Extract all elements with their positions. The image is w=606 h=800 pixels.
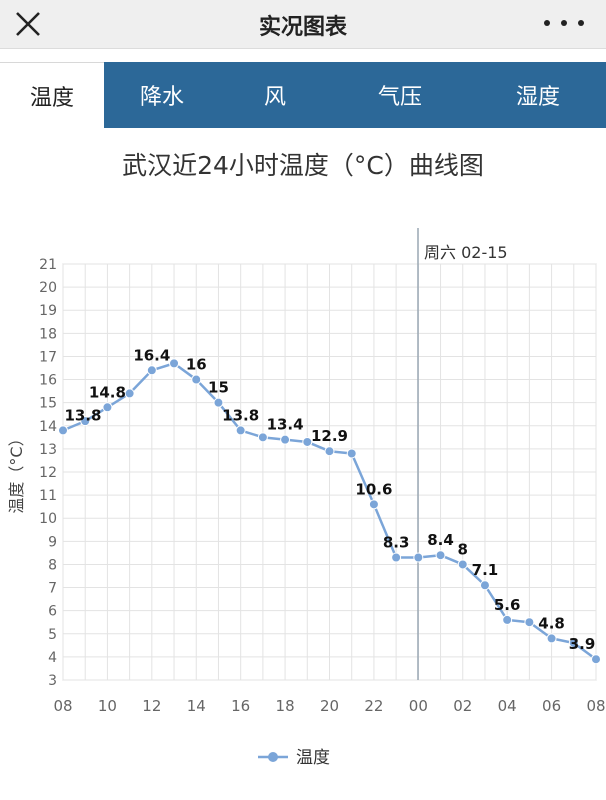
data-label: 8.4 <box>427 531 454 549</box>
x-tick-label: 12 <box>142 697 161 715</box>
x-tick-label: 20 <box>320 697 339 715</box>
y-tick-label: 16 <box>39 373 57 389</box>
tab-bar: 温度 降水 风 气压 湿度 <box>0 62 606 128</box>
x-tick-label: 16 <box>231 697 250 715</box>
data-point <box>524 617 535 628</box>
data-point <box>502 614 513 625</box>
y-tick-label: 6 <box>48 604 57 620</box>
data-label: 10.6 <box>355 480 392 498</box>
tab-humidity[interactable]: 湿度 <box>515 85 560 110</box>
data-point <box>280 434 291 445</box>
close-button[interactable] <box>12 8 44 40</box>
more-dots-icon <box>561 20 567 26</box>
data-label: 7.1 <box>472 561 499 579</box>
data-point <box>391 552 402 563</box>
y-tick-label: 11 <box>39 488 57 504</box>
x-tick-label: 18 <box>276 697 295 715</box>
data-label: 8.3 <box>383 534 410 552</box>
data-label: 3.9 <box>569 635 596 653</box>
data-point <box>568 638 579 649</box>
data-point <box>413 552 424 563</box>
y-tick-label: 19 <box>39 303 57 319</box>
y-tick-label: 14 <box>39 419 57 435</box>
x-tick-label: 02 <box>453 697 472 715</box>
data-point <box>191 374 202 385</box>
data-point <box>58 425 68 436</box>
y-tick-label: 5 <box>48 627 57 643</box>
data-label: 4.8 <box>538 614 565 632</box>
chart-title: 武汉近24小时温度（°C）曲线图 <box>122 151 484 180</box>
legend-label: 温度 <box>296 748 330 768</box>
data-point <box>368 499 379 510</box>
data-label: 16.4 <box>133 346 170 364</box>
tab-precipitation[interactable]: 降水 <box>139 85 184 110</box>
data-point <box>457 559 468 570</box>
top-bar: 实况图表 <box>0 0 606 49</box>
y-axis-title: 温度（°C） <box>7 430 26 513</box>
data-point <box>213 397 224 408</box>
page-title: 实况图表 <box>258 15 347 40</box>
data-point <box>546 633 557 644</box>
x-tick-label: 08 <box>586 697 605 715</box>
y-tick-label: 12 <box>39 465 57 481</box>
y-tick-label: 7 <box>48 581 57 597</box>
data-label: 12.9 <box>311 427 348 445</box>
data-point <box>80 416 91 427</box>
y-tick-label: 15 <box>39 396 57 412</box>
y-tick-label: 4 <box>48 650 57 666</box>
y-tick-label: 13 <box>39 442 57 458</box>
y-tick-label: 9 <box>48 534 57 550</box>
y-tick-label: 10 <box>39 511 57 527</box>
data-point <box>346 448 357 459</box>
y-tick-label: 8 <box>48 557 57 573</box>
more-dots-icon <box>578 20 584 26</box>
x-tick-label: 00 <box>409 697 428 715</box>
y-tick-label: 20 <box>39 280 57 296</box>
more-button[interactable] <box>544 8 584 38</box>
data-point <box>591 654 601 665</box>
data-point <box>169 358 180 369</box>
y-tick-label: 17 <box>39 349 57 365</box>
more-dots-icon <box>544 20 550 26</box>
y-tick-label: 18 <box>39 326 57 342</box>
x-tick-label: 06 <box>542 697 561 715</box>
date-marker-label: 周六 02-15 <box>424 243 508 262</box>
data-point <box>124 388 135 399</box>
data-label: 8 <box>458 540 468 558</box>
data-label: 16 <box>186 356 207 374</box>
x-tick-label: 04 <box>498 697 517 715</box>
data-point <box>302 436 313 447</box>
data-label: 14.8 <box>89 383 126 401</box>
data-point <box>479 580 490 591</box>
data-point <box>146 365 157 376</box>
legend-marker <box>268 752 278 762</box>
tab-wind[interactable]: 风 <box>263 85 286 110</box>
data-point <box>324 446 335 457</box>
x-tick-label: 22 <box>364 697 383 715</box>
data-label: 13.4 <box>267 416 304 434</box>
data-label: 13.8 <box>64 406 101 424</box>
tab-pressure[interactable]: 气压 <box>377 85 422 110</box>
data-label: 5.6 <box>494 596 521 614</box>
tab-temperature[interactable]: 温度 <box>0 62 104 128</box>
data-point <box>435 550 446 561</box>
x-tick-label: 14 <box>187 697 206 715</box>
data-label: 15 <box>208 379 229 397</box>
y-tick-label: 3 <box>48 673 57 689</box>
data-point <box>235 425 246 436</box>
x-tick-label: 08 <box>53 697 72 715</box>
data-point <box>102 402 113 413</box>
x-tick-label: 10 <box>98 697 117 715</box>
close-icon <box>16 12 40 36</box>
data-point <box>257 432 268 443</box>
data-label: 13.8 <box>222 406 259 424</box>
y-tick-label: 21 <box>39 257 57 273</box>
